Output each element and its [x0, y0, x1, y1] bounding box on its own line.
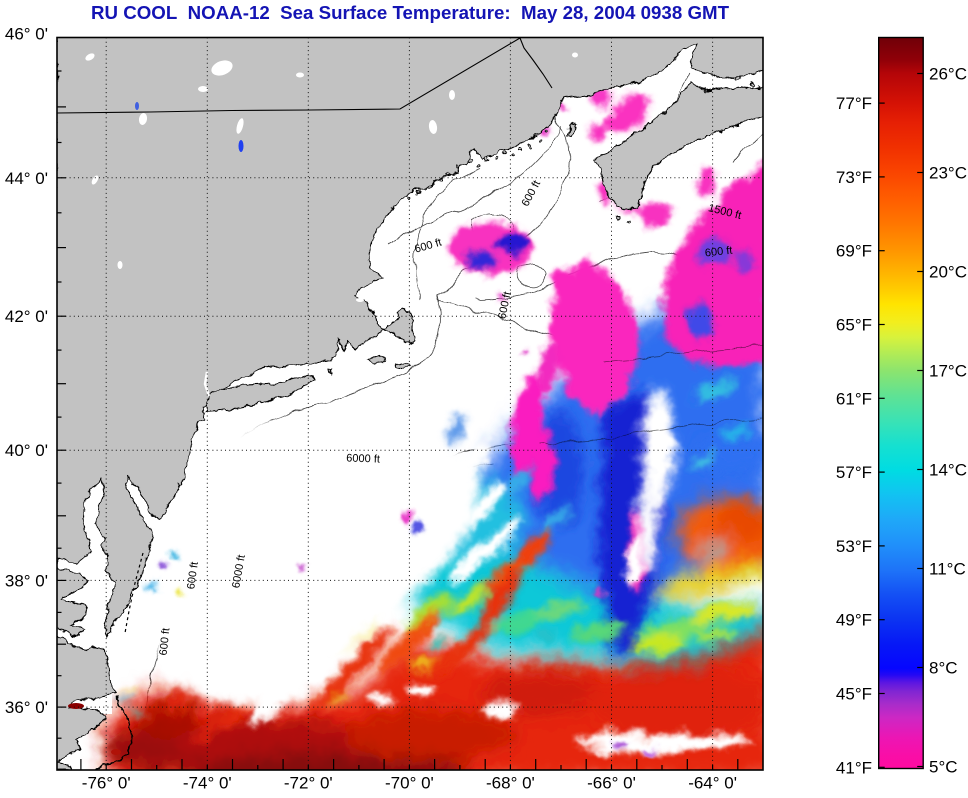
svg-text:69°F: 69°F	[836, 242, 872, 261]
svg-text:61°F: 61°F	[836, 389, 872, 408]
svg-text:40° 0': 40° 0'	[5, 441, 48, 460]
svg-text:14°C: 14°C	[929, 461, 967, 480]
svg-text:41°F: 41°F	[836, 758, 872, 777]
svg-text:600 ft: 600 ft	[185, 561, 201, 590]
svg-text:8°C: 8°C	[929, 659, 958, 678]
svg-text:-64° 0': -64° 0'	[688, 774, 737, 793]
svg-text:49°F: 49°F	[836, 611, 872, 630]
svg-text:11°C: 11°C	[929, 560, 966, 579]
svg-text:-68° 0': -68° 0'	[486, 774, 535, 793]
svg-text:36° 0': 36° 0'	[5, 698, 48, 717]
svg-text:42° 0': 42° 0'	[5, 307, 48, 326]
svg-text:65°F: 65°F	[836, 316, 872, 335]
svg-text:5°C: 5°C	[929, 758, 958, 777]
svg-text:RU COOL NOAA-12 Sea Surface: RU COOL NOAA-12 Sea Surface Temperature:…	[91, 3, 729, 23]
svg-text:23°C: 23°C	[929, 164, 967, 183]
svg-text:-70° 0': -70° 0'	[385, 774, 434, 793]
svg-text:20°C: 20°C	[929, 263, 967, 282]
svg-text:600 ft: 600 ft	[496, 291, 513, 320]
svg-text:53°F: 53°F	[836, 537, 872, 556]
svg-text:-74° 0': -74° 0'	[183, 774, 232, 793]
svg-text:38° 0': 38° 0'	[5, 571, 48, 590]
svg-text:17°C: 17°C	[929, 362, 967, 381]
svg-text:73°F: 73°F	[836, 168, 872, 187]
svg-text:44° 0': 44° 0'	[5, 169, 48, 188]
svg-text:6000 ft: 6000 ft	[230, 554, 248, 589]
svg-text:-66° 0': -66° 0'	[587, 774, 636, 793]
svg-text:-76° 0': -76° 0'	[82, 774, 131, 793]
svg-text:-72° 0': -72° 0'	[284, 774, 333, 793]
svg-text:77°F: 77°F	[836, 94, 872, 113]
svg-text:45°F: 45°F	[836, 685, 872, 704]
svg-text:600 ft: 600 ft	[704, 245, 733, 260]
svg-text:26°C: 26°C	[929, 65, 967, 84]
svg-text:57°F: 57°F	[836, 463, 872, 482]
svg-text:6000 ft: 6000 ft	[346, 452, 380, 465]
svg-text:600 ft: 600 ft	[158, 627, 173, 656]
svg-text:46° 0': 46° 0'	[5, 25, 48, 44]
